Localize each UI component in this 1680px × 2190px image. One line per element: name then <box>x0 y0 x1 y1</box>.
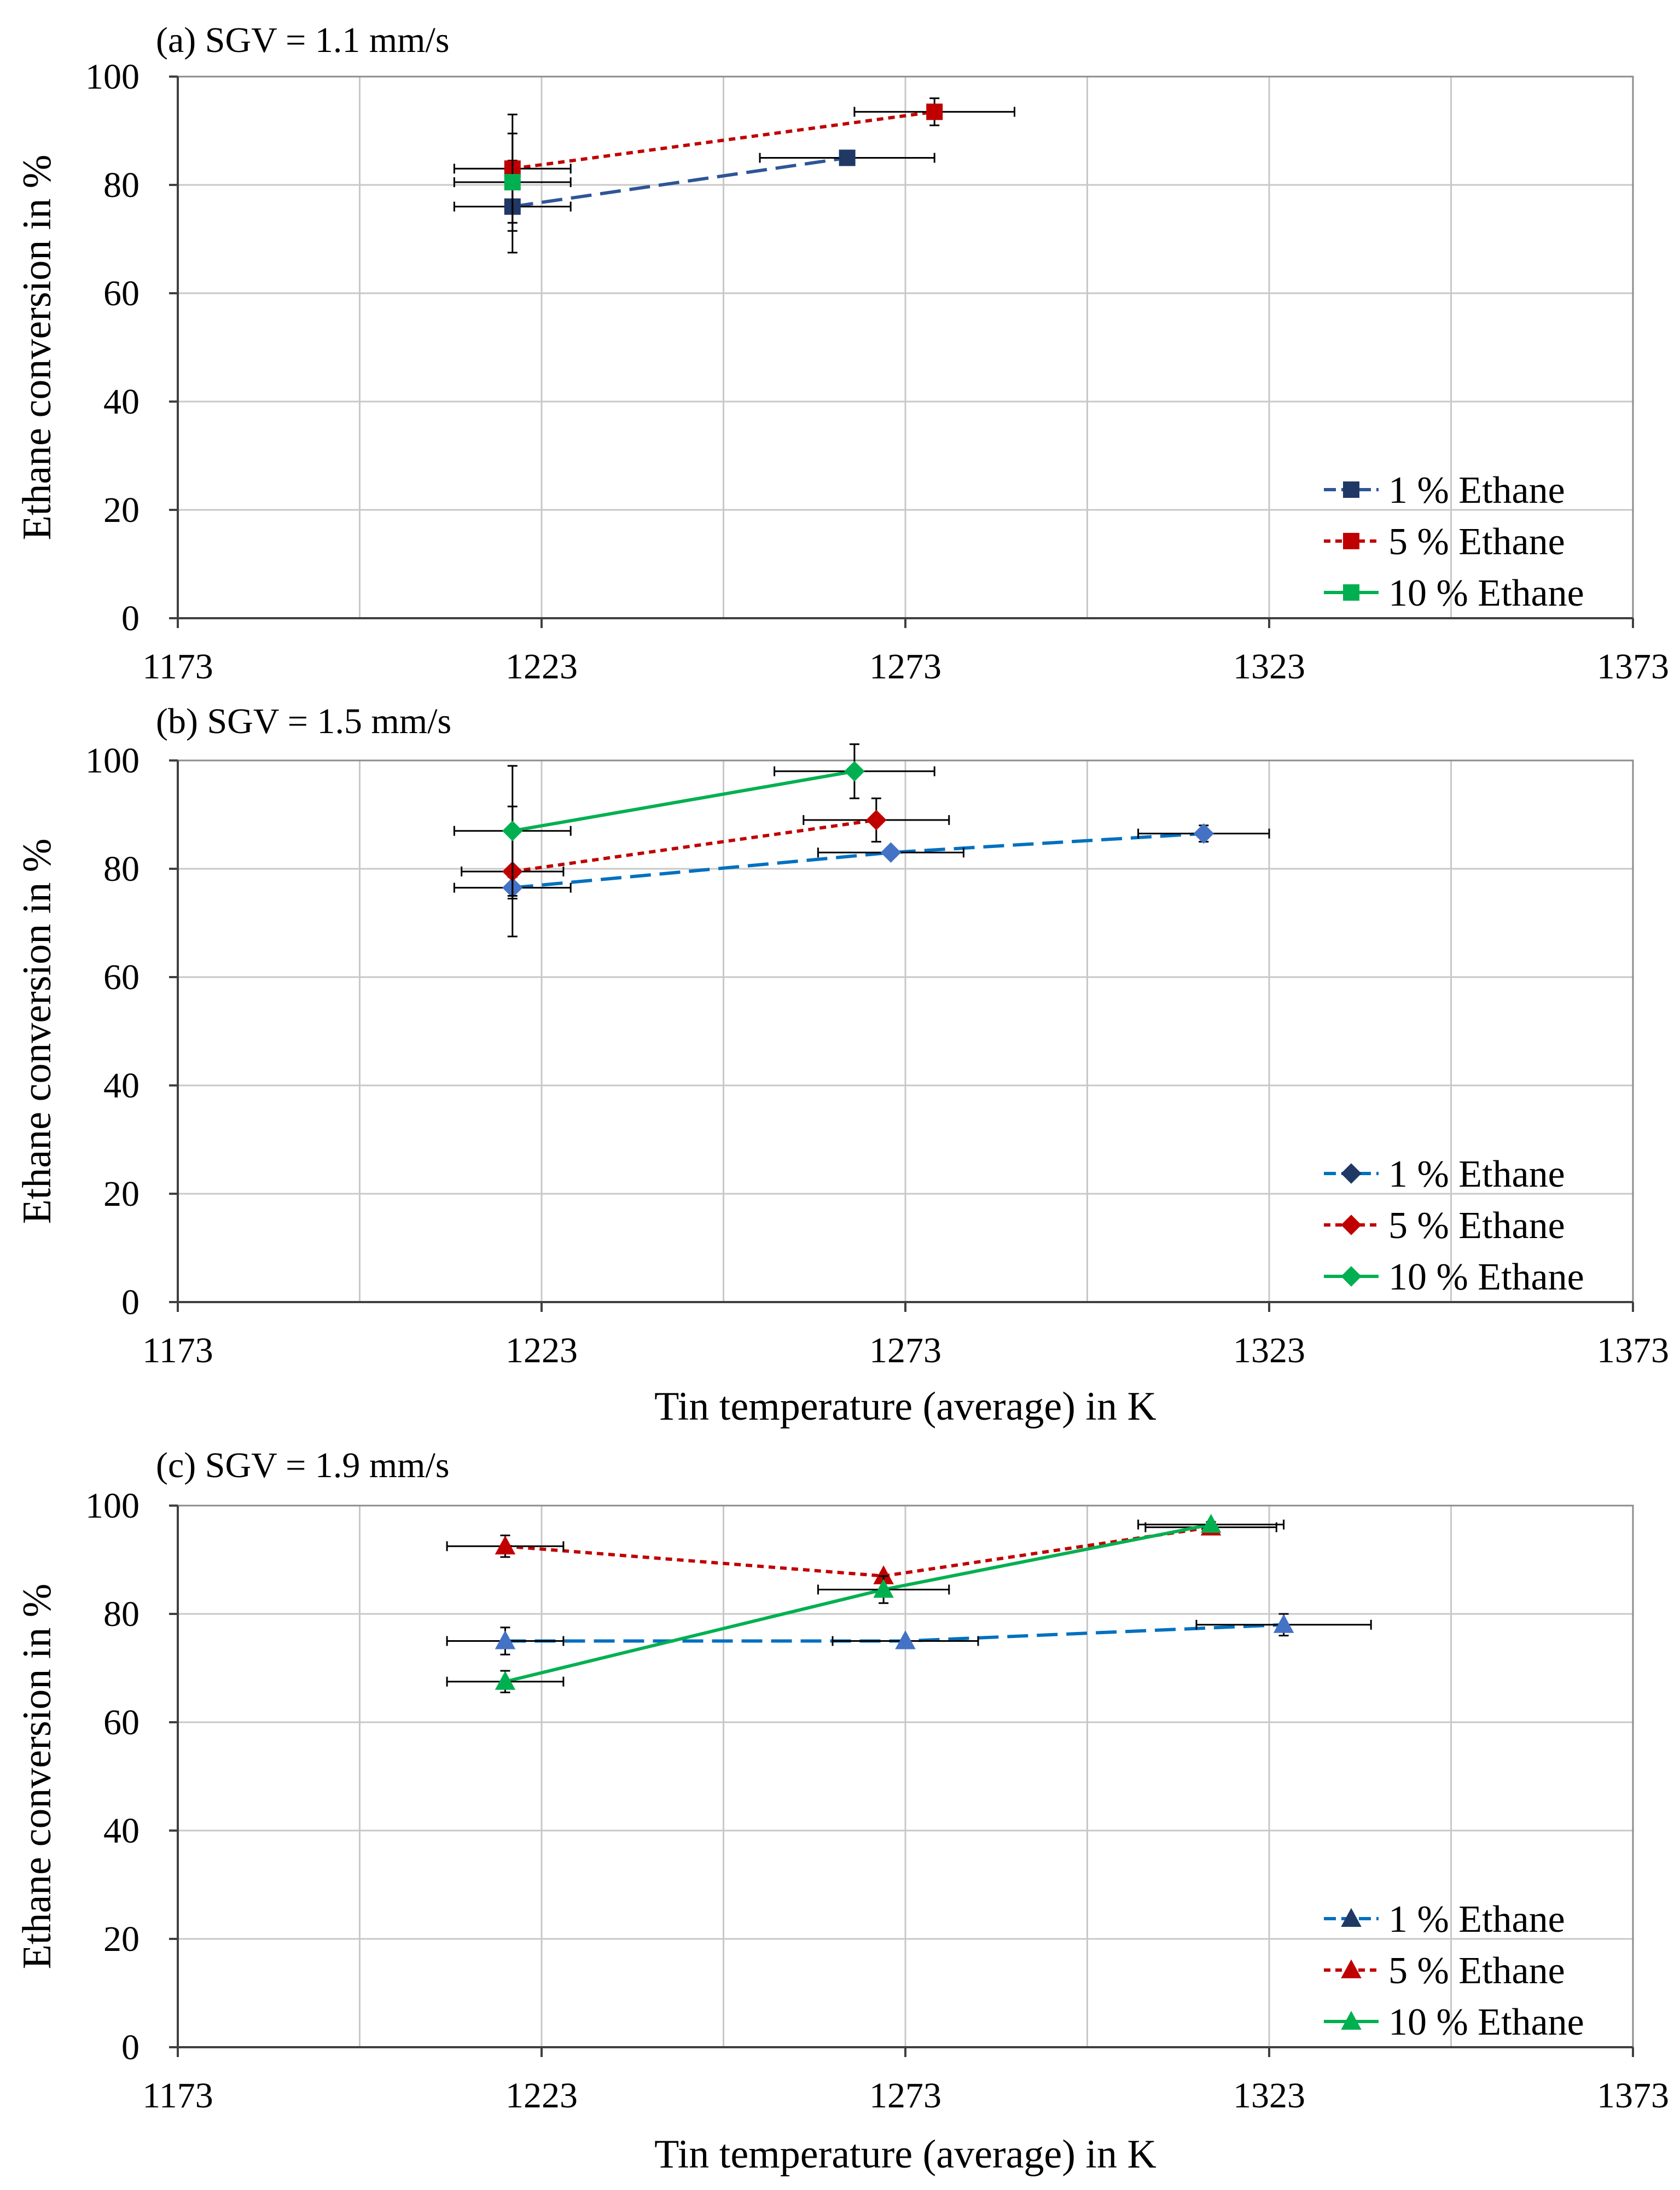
y-tick-label: 100 <box>85 741 139 781</box>
y-tick-label: 20 <box>103 490 139 530</box>
y-tick-label: 80 <box>103 1594 139 1634</box>
panel-title: (a) SGV = 1.1 mm/s <box>156 20 450 60</box>
y-tick-label: 60 <box>103 957 139 997</box>
x-tick-label: 1273 <box>869 1331 941 1370</box>
series-line <box>505 1525 1212 1578</box>
legend-marker <box>1341 1266 1362 1287</box>
legend-label: 1 % Ethane <box>1388 1898 1565 1941</box>
legend-marker <box>1341 2011 1362 2030</box>
y-axis-label: Ethane conversion in % <box>15 839 60 1224</box>
series-line <box>512 832 1204 890</box>
legend-label: 10 % Ethane <box>1388 2001 1584 2043</box>
legend-marker <box>1343 481 1359 498</box>
y-tick-label: 100 <box>85 1486 139 1526</box>
x-axis-label: Tin temperature (average) in K <box>654 2132 1156 2177</box>
data-point-marker <box>926 103 943 120</box>
legend: 1 % Ethane 5 % Ethane 10 % Ethane <box>1324 1898 1584 2043</box>
y-tick-label: 60 <box>103 1703 139 1742</box>
data-point-marker <box>839 149 856 166</box>
x-axis-label: Tin temperature (average) in K <box>654 1384 1156 1429</box>
legend-label: 10 % Ethane <box>1388 572 1584 614</box>
data-point-marker <box>880 842 902 863</box>
legend: 1 % Ethane 5 % Ethane 10 % Ethane <box>1324 1153 1584 1298</box>
data-point-marker <box>495 1671 516 1690</box>
y-axis-label: Ethane conversion in % <box>15 155 60 541</box>
series-1 <box>453 823 1270 899</box>
data-point-marker <box>495 1630 516 1649</box>
series-line <box>512 110 935 171</box>
legend-marker <box>1343 584 1359 601</box>
series-line <box>504 1523 1212 1683</box>
series-3 <box>453 743 935 897</box>
x-tick-label: 1173 <box>142 647 213 687</box>
legend: 1 % Ethane 5 % Ethane 10 % Ethane <box>1324 469 1584 614</box>
y-tick-label: 40 <box>103 1066 139 1106</box>
data-point-marker <box>895 1630 916 1649</box>
legend-label: 5 % Ethane <box>1388 1950 1565 1992</box>
y-tick-label: 80 <box>103 849 139 889</box>
legend-marker <box>1341 1908 1362 1927</box>
series-line <box>512 818 877 873</box>
x-tick-label: 1373 <box>1597 2076 1669 2116</box>
series-3 <box>453 132 572 232</box>
series-3 <box>446 1514 1285 1694</box>
series-1 <box>446 1613 1372 1655</box>
data-point-marker <box>1193 823 1214 844</box>
x-tick-label: 1173 <box>142 1331 213 1370</box>
x-tick-label: 1323 <box>1233 2076 1305 2116</box>
data-point-marker <box>866 810 887 830</box>
y-tick-label: 0 <box>121 2028 139 2067</box>
x-tick-label: 1323 <box>1233 1331 1305 1370</box>
x-tick-label: 1373 <box>1597 1331 1669 1370</box>
x-tick-label: 1223 <box>505 1331 578 1370</box>
data-point-marker <box>495 1535 516 1555</box>
data-point-marker <box>1200 1514 1222 1533</box>
series-2 <box>453 97 1015 224</box>
chart-panel-b: 1173 1223 1273 1323 1373 0 20 40 60 80 100 (b) SGV … <box>15 701 1669 1429</box>
legend-label: 10 % Ethane <box>1388 1256 1584 1298</box>
data-point-marker <box>502 820 523 841</box>
legend-label: 5 % Ethane <box>1388 1205 1565 1247</box>
y-tick-label: 20 <box>103 1174 139 1214</box>
chart-panel-a: 1173 1223 1273 1323 1373 0 20 40 60 80 100 (a) SGV … <box>15 20 1669 687</box>
y-tick-label: 40 <box>103 1811 139 1851</box>
x-tick-label: 1273 <box>869 647 941 687</box>
y-tick-label: 80 <box>103 165 139 205</box>
series-line <box>512 769 855 833</box>
series-2 <box>446 1517 1277 1584</box>
y-tick-label: 0 <box>121 599 139 638</box>
data-point-marker <box>873 1578 894 1598</box>
legend-marker <box>1341 1215 1362 1235</box>
legend-marker <box>1343 533 1359 549</box>
series-line <box>505 1623 1284 1643</box>
y-tick-label: 40 <box>103 382 139 422</box>
y-tick-label: 20 <box>103 1919 139 1959</box>
legend-marker <box>1341 1163 1362 1184</box>
y-tick-label: 0 <box>121 1282 139 1322</box>
legend-label: 5 % Ethane <box>1388 521 1565 563</box>
x-tick-label: 1223 <box>505 2076 578 2116</box>
series-1 <box>453 149 935 254</box>
x-tick-label: 1223 <box>505 647 578 687</box>
y-tick-label: 60 <box>103 274 139 313</box>
series-2 <box>461 797 950 938</box>
data-point-marker <box>844 761 865 782</box>
data-point-marker <box>504 174 521 191</box>
data-point-marker <box>873 1565 894 1584</box>
x-tick-label: 1323 <box>1233 647 1305 687</box>
x-tick-label: 1373 <box>1597 647 1669 687</box>
legend-label: 1 % Ethane <box>1388 1153 1565 1195</box>
chart-panel-c: 1173 1223 1273 1323 1373 0 20 40 60 80 100 (c) SGV … <box>15 1445 1669 2177</box>
panel-title: (c) SGV = 1.9 mm/s <box>156 1445 450 1485</box>
y-tick-label: 100 <box>85 57 139 97</box>
panel-title: (b) SGV = 1.5 mm/s <box>156 701 451 741</box>
y-axis-label: Ethane conversion in % <box>15 1584 60 1970</box>
series-line <box>512 156 848 208</box>
data-point-marker <box>1273 1614 1294 1633</box>
x-tick-label: 1273 <box>869 2076 941 2116</box>
legend-label: 1 % Ethane <box>1388 469 1565 512</box>
x-tick-label: 1173 <box>142 2076 213 2116</box>
legend-marker <box>1341 1959 1362 1978</box>
